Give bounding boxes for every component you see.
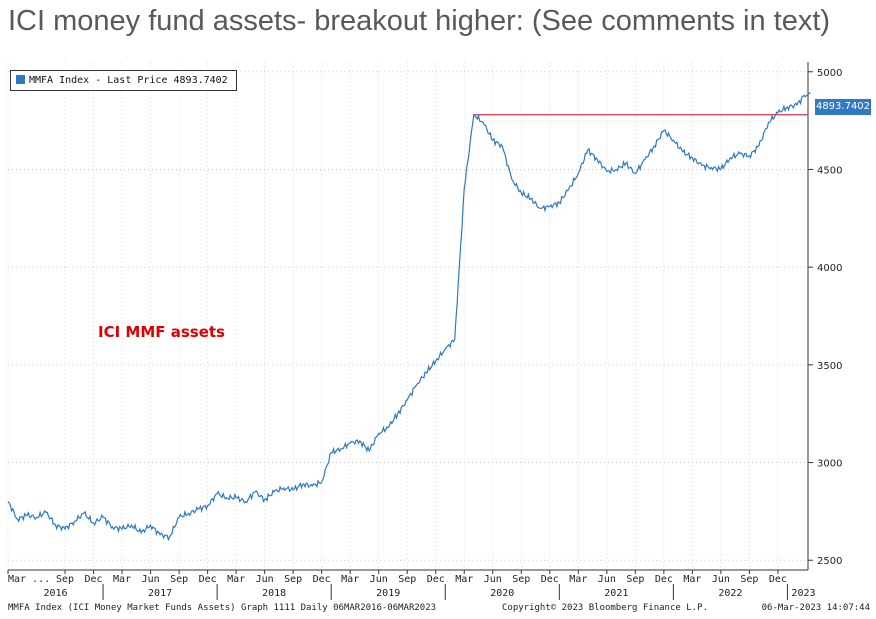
chart-annotation: ICI MMF assets: [98, 323, 225, 341]
year-label: 2018: [262, 588, 286, 599]
x-tick-label: Jun: [598, 574, 616, 585]
axes: [8, 62, 809, 571]
y-tick-label: 4000: [817, 263, 842, 274]
series-line: [7, 92, 811, 542]
legend: MMFA Index - Last Price 4893.7402: [10, 70, 237, 91]
x-tick-label: Jun: [712, 574, 730, 585]
x-tick-label: Mar: [341, 574, 359, 585]
y-tick-label: 5000: [817, 68, 842, 79]
y-tick-label: 3000: [817, 459, 842, 470]
year-label: 2022: [718, 588, 742, 599]
year-label: 2019: [376, 588, 400, 599]
x-tick-label: Dec: [199, 574, 217, 585]
x-tick-label: Sep: [740, 574, 758, 585]
y-tick-label: 3500: [817, 361, 842, 372]
x-tick-label: Dec: [427, 574, 445, 585]
y-tick-label: 4500: [817, 165, 842, 176]
x-tick-label: Dec: [655, 574, 673, 585]
x-tick-label: Mar ...: [8, 574, 50, 585]
x-tick-label: Dec: [85, 574, 103, 585]
legend-swatch: [16, 75, 25, 84]
x-tick-label: Mar: [569, 574, 587, 585]
x-axis-ticks: Mar ... Sep Dec Mar Jun Sep Dec Mar Jun Sep Dec Mar…: [7, 570, 816, 600]
x-tick-label: Sep: [398, 574, 416, 585]
last-price-label: 4893.7402: [815, 99, 871, 115]
slide-title: ICI money fund assets- breakout higher: …: [8, 5, 831, 37]
x-tick-label: Mar: [113, 574, 131, 585]
x-tick-label: Dec: [541, 574, 559, 585]
x-tick-label: Mar: [683, 574, 701, 585]
chart-footer: MMFA Index (ICI Money Market Funds Asset…: [8, 603, 870, 617]
year-label: 2021: [604, 588, 628, 599]
year-label: 2016: [43, 588, 67, 599]
x-tick-label: Jun: [142, 574, 160, 585]
x-tick-label: Sep: [626, 574, 644, 585]
x-tick-label: Sep: [284, 574, 302, 585]
legend-label: MMFA Index - Last Price: [29, 75, 168, 86]
footer-copyright: Copyright© 2023 Bloomberg Finance L.P.: [502, 603, 708, 613]
x-tick-label: Jun: [256, 574, 274, 585]
x-tick-label: Sep: [170, 574, 188, 585]
year-label: 2017: [148, 588, 172, 599]
y-tick-label: 2500: [817, 556, 842, 567]
x-tick-label: Sep: [56, 574, 74, 585]
x-tick-label: Sep: [512, 574, 530, 585]
series: [7, 92, 811, 542]
x-tick-label: Dec: [313, 574, 331, 585]
y-axis-ticks: 2500 3000 3500 4000 4500 5000: [808, 68, 842, 567]
year-label: 2020: [490, 588, 514, 599]
grid-lines: [7, 62, 808, 570]
legend-value: 4893.7402: [173, 75, 228, 86]
x-tick-label: Mar: [455, 574, 473, 585]
x-tick-label: Mar: [227, 574, 245, 585]
footer-description: MMFA Index (ICI Money Market Funds Asset…: [8, 603, 437, 613]
x-tick-label: Dec: [769, 574, 787, 585]
x-tick-label: Jun: [484, 574, 502, 585]
footer-timestamp: 06-Mar-2023 14:07:44: [761, 603, 870, 613]
x-tick-label: Jun: [370, 574, 388, 585]
year-label: 2023: [791, 588, 815, 599]
